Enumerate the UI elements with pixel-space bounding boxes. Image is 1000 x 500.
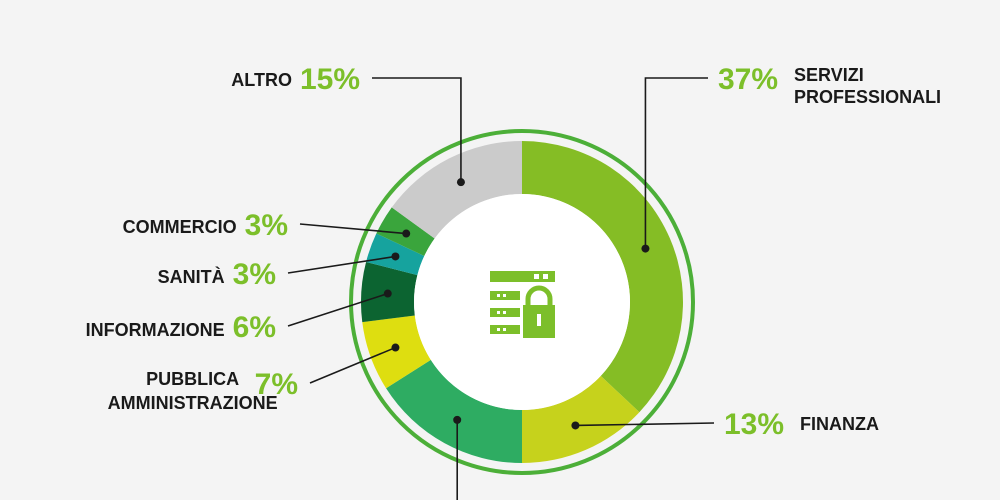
slice-category-label: FINANZA [800,414,879,434]
pie-slice [391,141,522,239]
slice-category-label: SERVIZI [794,65,864,85]
slice-percent-label: 3% [233,258,276,291]
leader-line [299,223,407,235]
slice-category-label: SANITÀ [158,266,225,287]
slice-category-label: INFORMAZIONE [86,320,225,340]
leader-line [372,77,462,183]
leader-line [287,255,396,274]
slice-percent-label: 13% [724,408,784,441]
pie-slice [386,359,522,463]
leader-line [575,422,715,427]
slice-percent-label: 7% [255,368,298,401]
slice-category-label: PROFESSIONALI [794,87,941,107]
leader-line [309,346,396,384]
slices-group [349,129,695,475]
leader-lines-group [287,77,715,500]
server-lock-icon [490,271,555,338]
slice-percent-label: 37% [718,63,778,96]
outer-ring [349,129,695,475]
slice-category-label: AMMINISTRAZIONE [108,393,278,413]
pie-slice [362,315,431,389]
slice-percent-label: 3% [245,209,288,242]
leader-line [287,292,389,327]
slice-percent-label: 6% [233,311,276,344]
slice-category-label: PUBBLICA [146,369,239,389]
leader-line [644,77,708,249]
pie-slice [522,375,640,463]
leader-dot [391,252,400,261]
slice-category-label: COMMERCIO [123,217,237,237]
pie-slice [522,141,684,413]
donut-hole [414,194,630,410]
slice-percent-label: 15% [300,63,360,96]
slice-category-label: ALTRO [231,70,292,90]
